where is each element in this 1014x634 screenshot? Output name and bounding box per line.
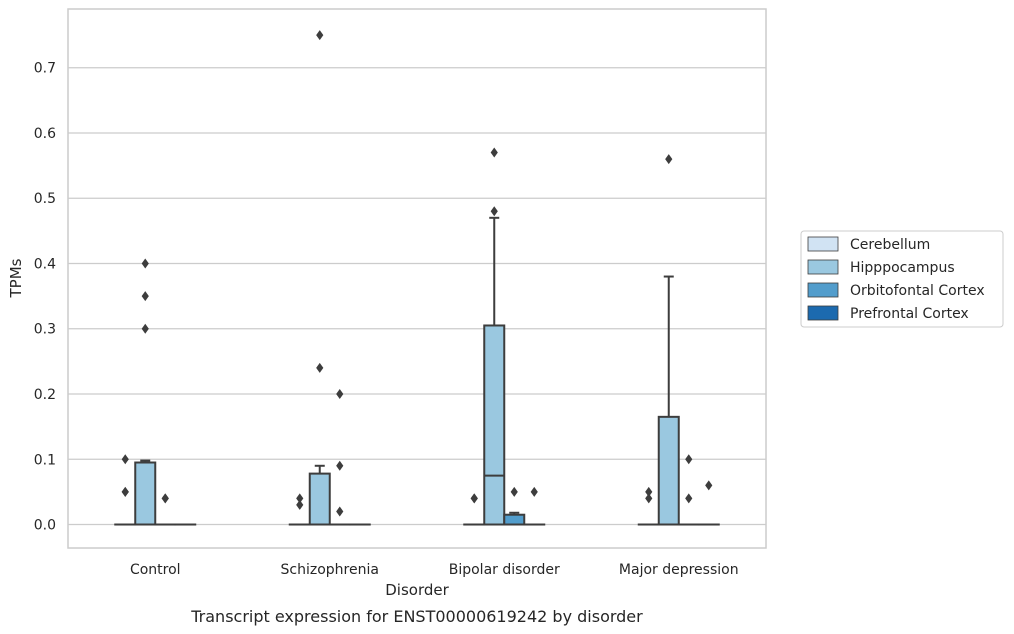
outlier-point [490,206,498,217]
outlier-point [530,486,538,497]
outlier-point [121,454,129,465]
legend-swatch [807,282,839,298]
outlier-point [336,389,344,399]
outlier-point [296,493,304,504]
legend-swatch [807,305,839,321]
legend-swatch [807,259,839,275]
y-tick-label: 0.1 [34,452,56,468]
plot-area [67,8,767,549]
legend-frame [800,230,1004,328]
outlier-point [490,147,498,158]
y-tick-label: 0.6 [34,126,56,142]
x-tick-label: Control [130,562,181,578]
y-tick-label: 0.0 [34,518,56,534]
box-prefrontal-cortex [697,480,720,526]
outlier-point [316,362,324,373]
box-hipppocampus [483,147,506,526]
legend-label: Cerebellum [850,237,930,253]
y-axis-title: TPMs [7,258,25,298]
box-body [503,513,526,526]
x-tick-label: Major depression [619,562,739,578]
box-prefrontal-cortex [523,486,546,526]
box-body [657,415,680,526]
box-body [483,324,506,526]
outlier-point [470,493,478,504]
legend-swatch [807,236,839,252]
outlier-point [336,460,344,471]
y-tick-label: 0.7 [34,61,56,77]
outlier-point [665,154,673,165]
box-hipppocampus [134,258,157,526]
box-orbitofontal-cortex [154,493,177,526]
outlier-point [141,291,149,302]
box-cerebellum [637,486,660,526]
outlier-point [336,506,344,517]
outlier-point [141,258,149,269]
box-hipppocampus [657,154,680,526]
outlier-point [645,486,653,497]
outlier-point [685,454,693,465]
outlier-point [121,486,129,497]
chart-caption: Transcript expression for ENST0000061924… [190,607,643,626]
outlier-point [141,323,149,334]
outlier-point [510,486,518,497]
legend-label: Orbitofontal Cortex [850,283,985,299]
box-body [308,472,331,526]
outlier-point [161,493,169,504]
x-tick-label: Bipolar disorder [449,562,560,578]
x-axis-title: Disorder [385,581,449,599]
y-tick-label: 0.2 [34,387,56,403]
box-cerebellum [288,493,311,526]
outlier-point [705,480,713,491]
y-tick-label: 0.5 [34,191,56,207]
legend-label: Hipppocampus [850,260,955,276]
legend: Cerebellum Hipppocampus Orbitofontal Corte… [800,230,1004,328]
outlier-point [645,493,653,504]
outlier-point [296,499,304,510]
legend-label: Prefrontal Cortex [850,306,969,322]
boxes [114,30,720,526]
outlier-point [685,493,693,504]
box-orbitofontal-cortex [503,486,526,526]
y-tick-labels: 0.0 0.1 0.2 0.3 0.4 0.5 0.6 0.7 [34,61,56,534]
box-body [134,461,157,526]
box-orbitofontal-cortex [328,389,351,526]
x-tick-label: Schizophrenia [281,562,379,578]
x-tick-labels: Control Schizophrenia Bipolar disorder Majo… [130,562,739,578]
outlier-point [316,30,324,41]
y-tick-label: 0.4 [34,256,56,272]
legend-items: Cerebellum Hipppocampus Orbitofontal Corte… [807,236,985,322]
y-tick-label: 0.3 [34,322,56,338]
box-hipppocampus [308,30,331,526]
